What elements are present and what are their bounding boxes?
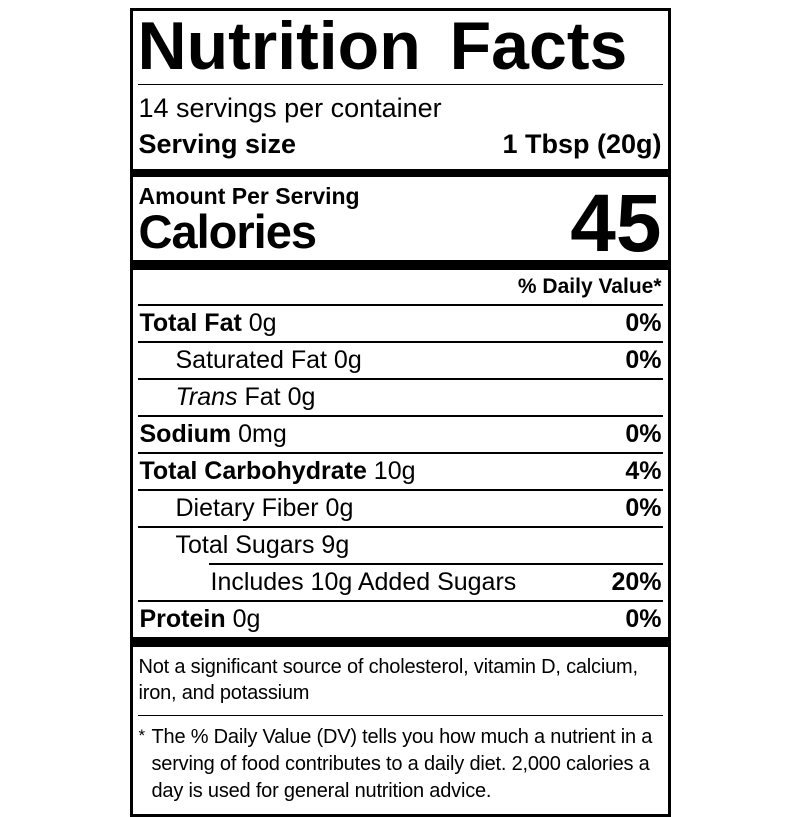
nutrient-name-part: 0g <box>225 605 261 633</box>
nutrient-name-part: Fat 0g <box>237 383 316 411</box>
nutrient-daily-value-protein: 0% <box>625 605 662 633</box>
nutrient-row-sodium: Sodium 0mg 0% <box>137 415 663 452</box>
nutrient-daily-value-dietary-fiber: 0% <box>625 494 662 522</box>
daily-value-header: % Daily Value* <box>517 275 662 298</box>
nutrient-name-part: Dietary Fiber 0g <box>175 494 354 522</box>
nutrient-name-part: 0g <box>241 309 277 337</box>
nutrient-name-part: 10g <box>366 457 416 485</box>
footnote: * The % Daily Value (DV) tells you how m… <box>133 716 668 814</box>
nutrient-row-total-sugars: Total Sugars 9g <box>137 526 663 563</box>
nutrient-name-part: Total Sugars 9g <box>175 531 350 559</box>
nutrient-name-part: Includes 10g Added Sugars <box>210 568 517 596</box>
nutrient-name-part: Saturated Fat 0g <box>175 346 362 374</box>
nutrient-daily-value-sodium: 0% <box>625 420 662 448</box>
calories-value: 45 <box>570 178 662 269</box>
nutrient-name-protein: Protein 0g <box>139 605 261 634</box>
footnote-asterisk: * <box>138 726 146 745</box>
not-significant-note: Not a significant source of cholesterol,… <box>138 656 639 704</box>
nutrient-row-total-carbohydrate: Total Carbohydrate 10g 4% <box>137 452 663 489</box>
footnote-divider <box>137 715 663 716</box>
servings-per-container: 14 servings per container <box>138 93 442 123</box>
nutrient-name-trans-fat: Trans Fat 0g <box>139 383 316 412</box>
nutrition-facts-label: Nutrition Facts 14 servings per containe… <box>129 8 671 817</box>
amount-per-serving-label: Amount Per Serving <box>138 183 360 209</box>
nutrient-name-saturated-fat: Saturated Fat 0g <box>139 346 362 375</box>
nutrient-row-total-fat: Total Fat 0g 0% <box>137 304 663 341</box>
nutrient-name-part: Total Fat <box>139 309 242 337</box>
nutrient-name-part: Trans <box>175 383 238 411</box>
nutrient-name-part: 0mg <box>231 420 287 448</box>
calories-section: Amount Per Serving Calories 45 <box>133 177 668 269</box>
nutrient-name-part: Total Carbohydrate <box>139 457 367 485</box>
serving-size-value: 1 Tbsp (20g) <box>502 129 662 159</box>
footnote-text: The % Daily Value (DV) tells you how muc… <box>151 726 653 802</box>
nutrient-row-added-sugars: Includes 10g Added Sugars 20% <box>208 563 663 600</box>
nutrient-daily-value-added-sugars: 20% <box>611 568 662 596</box>
nutrient-row-saturated-fat: Saturated Fat 0g 0% <box>137 341 663 378</box>
label-title: Nutrition Facts <box>137 8 628 84</box>
nutrient-name-part: Sodium <box>139 420 232 448</box>
nutrient-row-dietary-fiber: Dietary Fiber 0g 0% <box>137 489 663 526</box>
nutrient-daily-value-saturated-fat: 0% <box>625 346 662 374</box>
title-divider <box>137 84 663 85</box>
nutrient-name-dietary-fiber: Dietary Fiber 0g <box>139 494 354 523</box>
nutrient-name-part: Protein <box>139 605 226 633</box>
nutrient-name-sodium: Sodium 0mg <box>139 420 287 449</box>
nutrient-daily-value-total-carbohydrate: 4% <box>625 457 662 485</box>
calories-label: Calories <box>138 205 317 258</box>
thick-bar-top <box>132 169 668 177</box>
nutrient-row-trans-fat: Trans Fat 0g <box>137 378 663 415</box>
thick-bar-bottom <box>132 637 668 647</box>
nutrient-rows: Total Fat 0g 0% Saturated Fat 0g 0% Trans Fa… <box>133 304 668 637</box>
nutrient-row-protein: Protein 0g 0% <box>137 600 663 637</box>
nutrient-daily-value-total-fat: 0% <box>625 309 662 337</box>
nutrient-name-total-carbohydrate: Total Carbohydrate 10g <box>139 457 416 486</box>
nutrient-name-added-sugars: Includes 10g Added Sugars <box>210 568 517 597</box>
serving-size-row: Serving size 1 Tbsp (20g) <box>133 124 668 169</box>
nutrient-name-total-sugars: Total Sugars 9g <box>139 531 350 560</box>
serving-size-label: Serving size <box>138 129 297 159</box>
nutrient-name-total-fat: Total Fat 0g <box>139 309 277 338</box>
calories-left-block: Amount Per Serving Calories <box>138 183 360 258</box>
thick-bar-calories <box>132 260 668 270</box>
